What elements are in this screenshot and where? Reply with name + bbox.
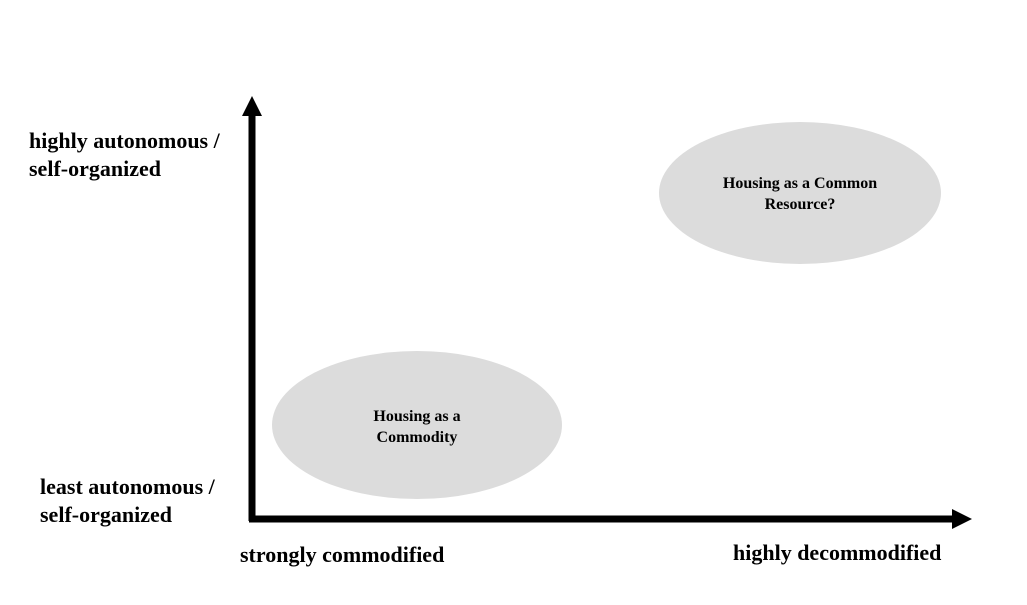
common-resource-ellipse — [659, 122, 941, 264]
commodity-region-label-line-1: Housing as a — [373, 408, 461, 425]
y-axis-bottom-label: least autonomous / self-organized — [40, 473, 215, 529]
y-axis-top-label-line-1: highly autonomous / — [29, 128, 220, 153]
x-axis-left-label: strongly commodified — [240, 542, 445, 567]
common-resource-region-label-line-2: Resource? — [764, 196, 836, 213]
commodity-ellipse — [272, 351, 562, 499]
commodity-region-label: Housing as a Commodity — [317, 406, 517, 448]
y-axis-arrowhead — [242, 96, 262, 116]
common-resource-region-label: Housing as a Common Resource? — [690, 173, 910, 215]
y-axis-bottom-label-line-2: self-organized — [40, 502, 172, 527]
commodity-region-label-line-2: Commodity — [376, 429, 458, 446]
y-axis-top-label-line-2: self-organized — [29, 156, 161, 181]
x-axis-right-label: highly decommodified — [733, 540, 942, 565]
x-axis-arrowhead — [952, 509, 972, 529]
common-resource-region-label-line-1: Housing as a Common — [722, 175, 878, 192]
y-axis-bottom-label-line-1: least autonomous / — [40, 474, 215, 499]
y-axis-top-label: highly autonomous / self-organized — [29, 127, 220, 183]
